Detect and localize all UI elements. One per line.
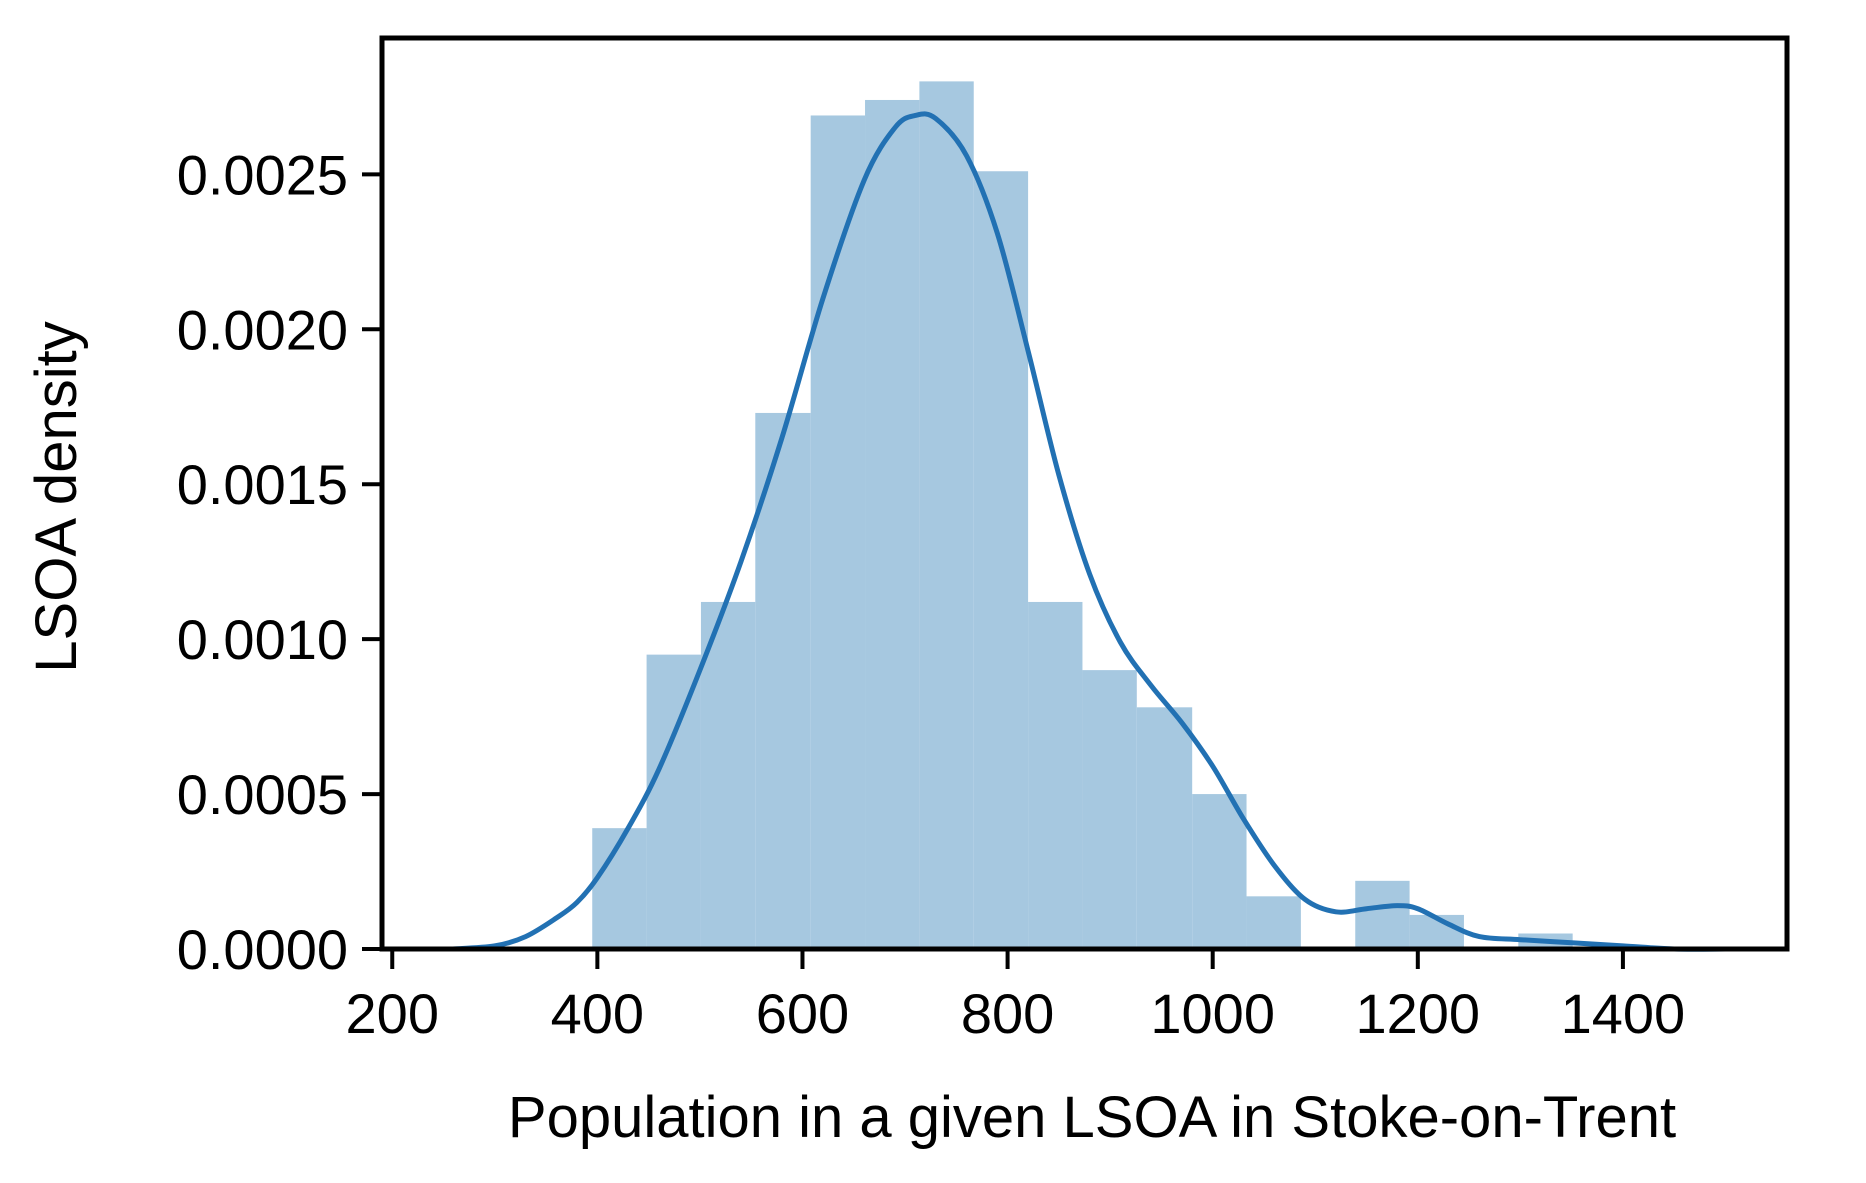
- y-tick-label: 0.0015: [177, 453, 348, 516]
- histogram-bar: [755, 412, 811, 949]
- kde-layer: [449, 111, 1728, 952]
- histogram-bar: [1355, 880, 1410, 949]
- histogram-bar: [700, 601, 756, 949]
- x-axis-label: Population in a given LSOA in Stoke-on-T…: [508, 1085, 1676, 1150]
- y-tick-label: 0.0005: [177, 763, 348, 826]
- x-tick-label: 800: [961, 982, 1054, 1045]
- x-tick-label: 1200: [1356, 982, 1481, 1045]
- histogram-bars: [592, 81, 1573, 950]
- histogram-bar: [865, 99, 920, 950]
- x-tick-label: 200: [346, 982, 439, 1045]
- histogram-bar: [973, 171, 1029, 949]
- plot-frame: [379, 35, 1790, 952]
- histogram-bar: [1082, 670, 1137, 949]
- kde-curve: [449, 111, 1728, 952]
- histogram-bar: [646, 654, 701, 949]
- x-tick-label: 600: [756, 982, 849, 1045]
- y-tick-label: 0.0000: [177, 918, 348, 981]
- histogram-bar: [592, 828, 647, 949]
- y-axis-ticks: 0.0000 0.0005 0.0010 0.0015 0.0020 0.0025: [177, 143, 382, 981]
- y-tick-label: 0.0010: [177, 608, 348, 671]
- y-tick-label: 0.0020: [177, 298, 348, 361]
- x-tick-label: 400: [551, 982, 644, 1045]
- histogram-bar: [1028, 601, 1083, 949]
- histogram-bar: [1192, 794, 1247, 949]
- y-axis-label: LSOA density: [24, 321, 89, 672]
- x-tick-label: 1000: [1150, 982, 1275, 1045]
- histogram-bar: [1136, 707, 1193, 949]
- histogram-bar: [1246, 896, 1301, 949]
- x-tick-label: 1400: [1561, 982, 1686, 1045]
- histogram-bar: [919, 81, 974, 949]
- histogram-bar: [810, 115, 866, 949]
- x-axis-ticks: 200 400 600 800 1000 1200 1400: [346, 949, 1686, 1045]
- y-tick-label: 0.0025: [177, 143, 348, 206]
